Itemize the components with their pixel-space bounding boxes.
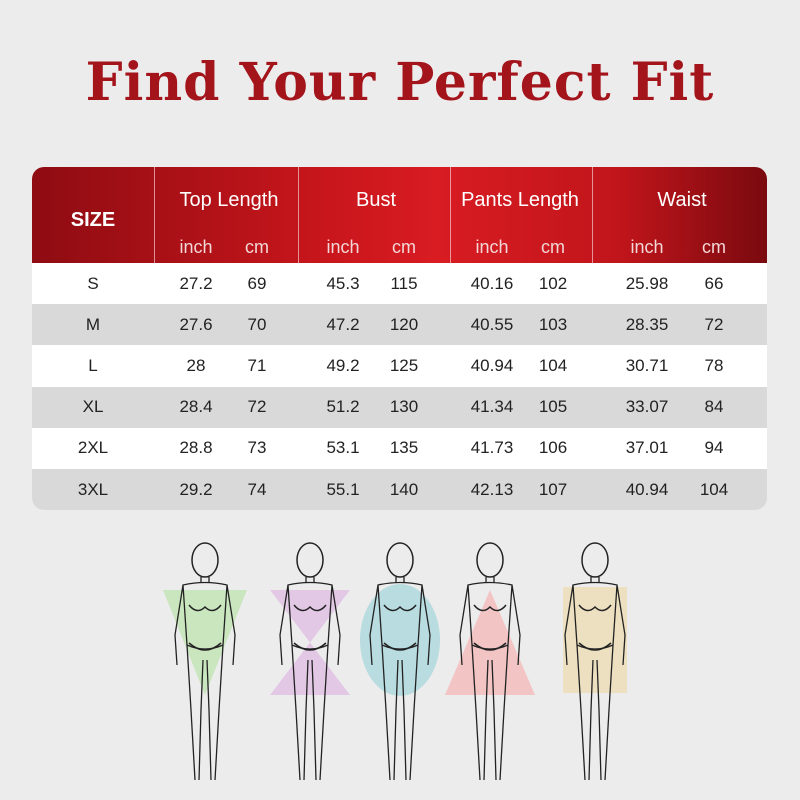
value-cell: 125	[389, 355, 419, 375]
value-cell: 40.94	[625, 479, 669, 499]
value-cell: 70	[247, 314, 267, 334]
inverted-triangle-body-icon	[163, 542, 247, 781]
value-cell: 28.8	[179, 438, 213, 458]
value-cell: 115	[390, 273, 418, 293]
value-cell: 28.4	[179, 397, 213, 417]
apple-body-icon	[360, 542, 440, 781]
unit-inch: inch	[326, 237, 360, 257]
value-cell: 41.34	[470, 397, 514, 417]
value-cell: 135	[389, 438, 419, 458]
value-cell: 71	[247, 355, 267, 375]
size-cell: S	[87, 273, 99, 293]
value-cell: 45.3	[326, 273, 360, 293]
value-cell: 120	[389, 314, 419, 334]
value-cell: 28.35	[625, 314, 669, 334]
unit-cm: cm	[245, 237, 269, 257]
hourglass-body-icon	[270, 542, 350, 781]
table-row: XL 28.4 72 51.2 130 41.34 105 33.07 84	[32, 386, 767, 428]
value-cell: 130	[389, 397, 419, 417]
unit-cm: cm	[541, 237, 565, 257]
value-cell: 107	[538, 479, 568, 499]
value-cell: 78	[704, 355, 724, 375]
value-cell: 40.55	[470, 314, 514, 334]
size-chart-table: SIZE Top Length Bust Pants Length Waist …	[32, 167, 767, 510]
value-cell: 102	[538, 273, 568, 293]
pear-body-icon	[445, 542, 535, 781]
value-cell: 40.16	[470, 273, 514, 293]
header-bust: Bust	[355, 189, 397, 211]
table-row: S 27.2 69 45.3 115 40.16 102 25.98 66	[32, 263, 767, 304]
table-header: SIZE Top Length Bust Pants Length Waist …	[32, 167, 767, 263]
table-row: 3XL 29.2 74 55.1 140 42.13 107 40.94 104	[32, 469, 767, 510]
value-cell: 104	[538, 355, 568, 375]
value-cell: 42.13	[470, 479, 514, 499]
value-cell: 25.98	[625, 273, 669, 293]
value-cell: 94	[704, 438, 724, 458]
value-cell: 51.2	[326, 397, 360, 417]
table-row: L 28 71 49.2 125 40.94 104 30.71 78	[32, 345, 767, 386]
value-cell: 72	[704, 314, 724, 334]
value-cell: 140	[389, 479, 419, 499]
value-cell: 104	[699, 479, 729, 499]
size-cell: L	[88, 355, 98, 375]
size-cell: 3XL	[77, 479, 109, 499]
value-cell: 55.1	[326, 479, 360, 499]
header-waist: Waist	[657, 189, 707, 211]
size-cell: 2XL	[77, 438, 109, 458]
value-cell: 66	[704, 273, 724, 293]
value-cell: 84	[704, 397, 724, 417]
size-cell: XL	[82, 397, 104, 417]
value-cell: 49.2	[326, 355, 360, 375]
value-cell: 73	[247, 438, 267, 458]
body-shapes-illustration	[163, 542, 627, 781]
table-row: 2XL 28.8 73 53.1 135 41.73 106 37.01 94	[32, 428, 767, 469]
value-cell: 106	[538, 438, 568, 458]
value-cell: 33.07	[625, 397, 669, 417]
unit-cm: cm	[392, 237, 416, 257]
value-cell: 41.73	[470, 438, 514, 458]
rectangle-body-icon	[563, 542, 627, 781]
header-pants-length: Pants Length	[461, 189, 579, 211]
value-cell: 29.2	[179, 479, 213, 499]
value-cell: 40.94	[470, 355, 514, 375]
value-cell: 37.01	[625, 438, 669, 458]
value-cell: 27.6	[179, 314, 213, 334]
table-row: M 27.6 70 47.2 120 40.55 103 28.35 72	[32, 304, 767, 346]
page-title: Find Your Perfect Fit	[85, 52, 715, 113]
value-cell: 69	[247, 273, 267, 293]
value-cell: 103	[538, 314, 568, 334]
header-top-length: Top Length	[179, 189, 279, 211]
value-cell: 30.71	[625, 355, 669, 375]
size-header: SIZE	[70, 209, 116, 231]
unit-inch: inch	[179, 237, 213, 257]
unit-cm: cm	[702, 237, 726, 257]
size-cell: M	[85, 314, 101, 334]
value-cell: 27.2	[179, 273, 213, 293]
value-cell: 72	[247, 397, 267, 417]
value-cell: 53.1	[326, 438, 360, 458]
value-cell: 28	[186, 355, 206, 375]
value-cell: 105	[538, 397, 568, 417]
value-cell: 74	[247, 479, 267, 499]
unit-inch: inch	[475, 237, 509, 257]
value-cell: 47.2	[326, 314, 360, 334]
unit-inch: inch	[630, 237, 664, 257]
